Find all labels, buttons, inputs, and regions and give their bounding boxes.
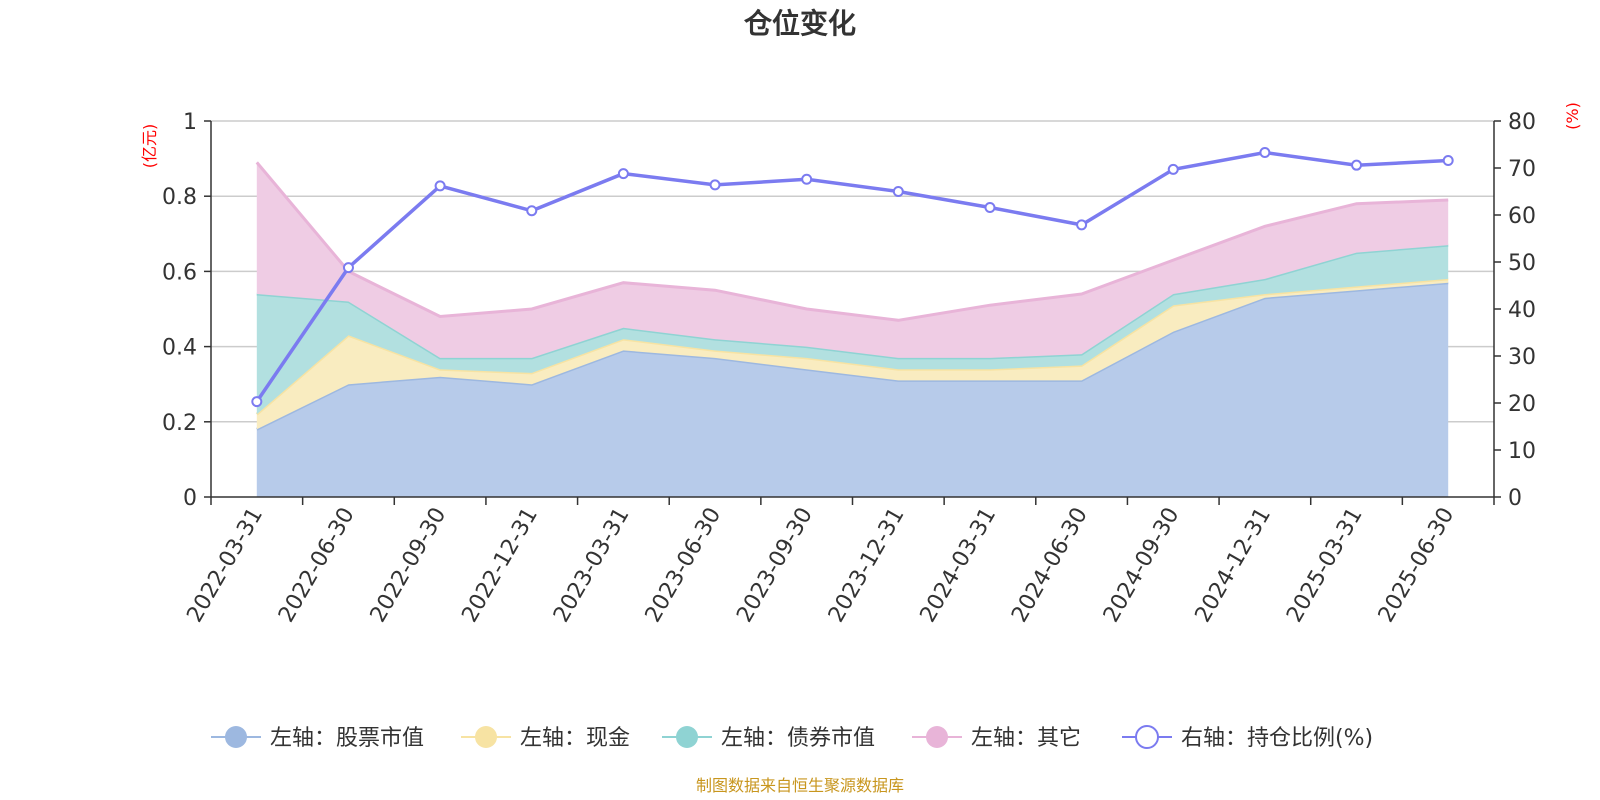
x-axis-tick-label: 2022-03-31 [182,504,268,627]
x-axis-tick-label: 2024-09-30 [1099,504,1185,627]
right-axis-tick-label: 40 [1508,298,1536,323]
legend-label: 左轴：股票市值 [270,726,424,751]
right-axis-unit: (%) [1563,102,1582,130]
ratio-point [1259,146,1271,158]
ratio-point [892,186,904,197]
ratio-point [1442,154,1454,166]
legend-marker [475,726,497,748]
x-axis-tick-label: 2022-09-30 [366,504,452,627]
x-axis-tick-label: 2023-09-30 [732,504,818,627]
x-axis-tick-label: 2024-03-31 [916,504,1002,627]
right-axis-tick-label: 20 [1508,392,1536,417]
area-fill [256,162,1449,358]
left-axis-tick-label: 0.4 [162,336,197,361]
source-note: 制图数据来自恒生聚源数据库 [696,776,904,795]
x-axis-tick-label: 2025-06-30 [1374,504,1460,627]
left-axis-tick-label: 0.6 [162,260,197,285]
x-axis-tick-label: 2022-12-31 [457,504,543,627]
ratio-point [1076,219,1088,231]
ratio-point [984,201,996,213]
legend-marker [1135,725,1159,749]
left-axis-tick-label: 0.8 [162,185,197,210]
x-axis-tick-label: 2023-12-31 [824,504,910,627]
chart-title: 仓位变化 [744,7,856,40]
x-axis-tick-label: 2022-06-30 [274,504,360,627]
right-axis-tick-label: 10 [1508,439,1536,464]
left-axis-tick-label: 0.2 [162,411,197,436]
ratio-point [617,168,629,180]
x-axis-tick-label: 2025-03-31 [1282,504,1368,627]
ratio-point [709,179,721,191]
right-axis-tick-label: 0 [1508,486,1522,511]
ratio-point [342,262,354,274]
area-fill [256,282,1449,497]
ratio-point [434,180,446,192]
legend-label: 左轴：现金 [520,726,630,751]
right-axis-tick-label: 30 [1508,345,1536,370]
legend-label: 左轴：债券市值 [721,726,875,751]
legend-marker [676,726,698,748]
stacked-areas [255,161,1449,497]
left-axis-tick-label: 1 [183,110,197,135]
area-line [255,161,1449,322]
x-axis-tick-label: 2024-12-31 [1191,504,1277,627]
ratio-point [251,396,263,408]
right-axis-tick-label: 60 [1508,204,1536,229]
legend: 左轴：股票市值 左轴：现金 左轴：债券市值 左轴：其它 右轴：持仓比例(%) [211,725,1373,751]
right-axis-tick-label: 80 [1508,110,1536,135]
ratio-point [526,205,538,217]
x-axis-tick-label: 2023-03-31 [549,504,635,627]
legend-marker [225,726,247,748]
right-axis-tick-label: 70 [1508,157,1536,182]
x-axis-tick-label: 2024-06-30 [1007,504,1093,627]
legend-label: 右轴：持仓比例(%) [1181,726,1373,751]
ratio-line [251,146,1454,408]
x-axis-tick-label: 2023-06-30 [641,504,727,627]
legend-marker [926,726,948,748]
right-axis-tick-label: 50 [1508,251,1536,276]
left-axis-tick-label: 0 [183,486,197,511]
legend-label: 左轴：其它 [971,726,1081,751]
ratio-line-path [255,150,1449,403]
left-axis-unit: (亿元) [140,124,159,169]
ratio-point [801,173,813,185]
ratio-point [1167,163,1179,175]
ratio-point [1351,159,1363,171]
